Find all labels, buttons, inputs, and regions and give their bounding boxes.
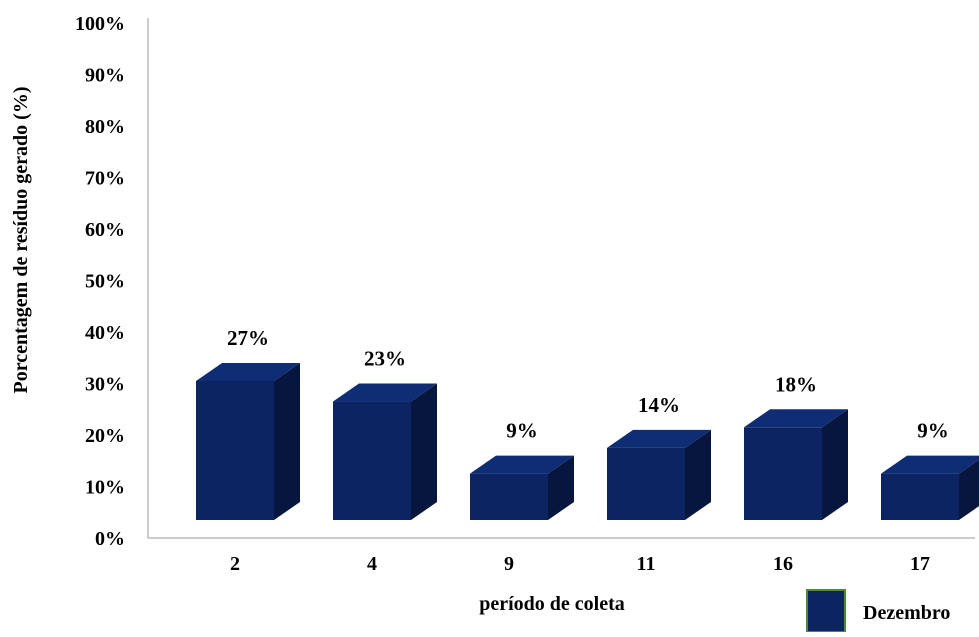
y-axis-title: Porcentagem de resíduo gerado (%) (10, 87, 32, 394)
bar-front-face (744, 427, 822, 520)
bar-top-face (333, 383, 437, 402)
bar-front-face (881, 473, 959, 520)
data-label: 18% (775, 372, 817, 396)
bar (196, 362, 300, 520)
data-label: 27% (227, 326, 269, 350)
y-tick-label: 30% (85, 374, 125, 396)
y-tick-label: 90% (85, 65, 125, 87)
x-tick-label: 17 (910, 553, 930, 575)
y-tick-label: 40% (85, 322, 125, 344)
bar-top-face (607, 429, 711, 448)
bar (470, 455, 574, 520)
bar-top-face (196, 362, 300, 381)
y-tick-label: 80% (85, 116, 125, 138)
y-tick-label: 20% (85, 425, 125, 447)
x-tick-label: 9 (504, 553, 514, 575)
bar-front-face (333, 401, 411, 520)
data-label: 23% (364, 347, 406, 371)
x-tick-label: 16 (773, 553, 793, 575)
bar (333, 383, 437, 520)
bar-side-face (822, 409, 848, 520)
x-tick-label: 4 (367, 553, 377, 575)
bar (744, 409, 848, 520)
legend-label: Dezembro (863, 602, 950, 624)
y-tick-label: 100% (75, 13, 125, 35)
data-label: 14% (638, 393, 680, 417)
bar-top-face (744, 409, 848, 428)
y-tick-label: 60% (85, 219, 125, 241)
bar (881, 455, 979, 520)
x-tick-label: 2 (230, 553, 240, 575)
bar (607, 429, 711, 520)
legend: Dezembro (806, 589, 950, 633)
y-tick-label: 0% (95, 528, 125, 550)
bar-side-face (411, 383, 437, 520)
bar-top-face (881, 455, 979, 474)
x-axis-title: período de coleta (479, 593, 625, 615)
data-label: 9% (917, 419, 949, 443)
y-tick-label: 10% (85, 477, 125, 499)
bar-front-face (607, 447, 685, 520)
data-label: 9% (506, 419, 538, 443)
bar-side-face (685, 429, 711, 520)
bar-side-face (959, 459, 979, 520)
bar-side-face (274, 362, 300, 520)
bars: 27% 23% 9% 14% 18% 9% (196, 326, 979, 520)
y-tick-label: 70% (85, 168, 125, 190)
y-axis-ticks: 0% 10% 20% 30% 40% 50% 60% 70% 80% 90% 100% (75, 13, 125, 550)
axes (147, 18, 975, 539)
bar-side-face (548, 455, 574, 520)
y-tick-label: 50% (85, 271, 125, 293)
x-tick-label: 11 (637, 553, 656, 575)
bar-top-face (470, 455, 574, 474)
legend-swatch (806, 589, 846, 633)
bar-front-face (470, 473, 548, 520)
bar-front-face (196, 380, 274, 520)
x-axis-categories: 2 4 9 11 16 17 (230, 553, 930, 575)
